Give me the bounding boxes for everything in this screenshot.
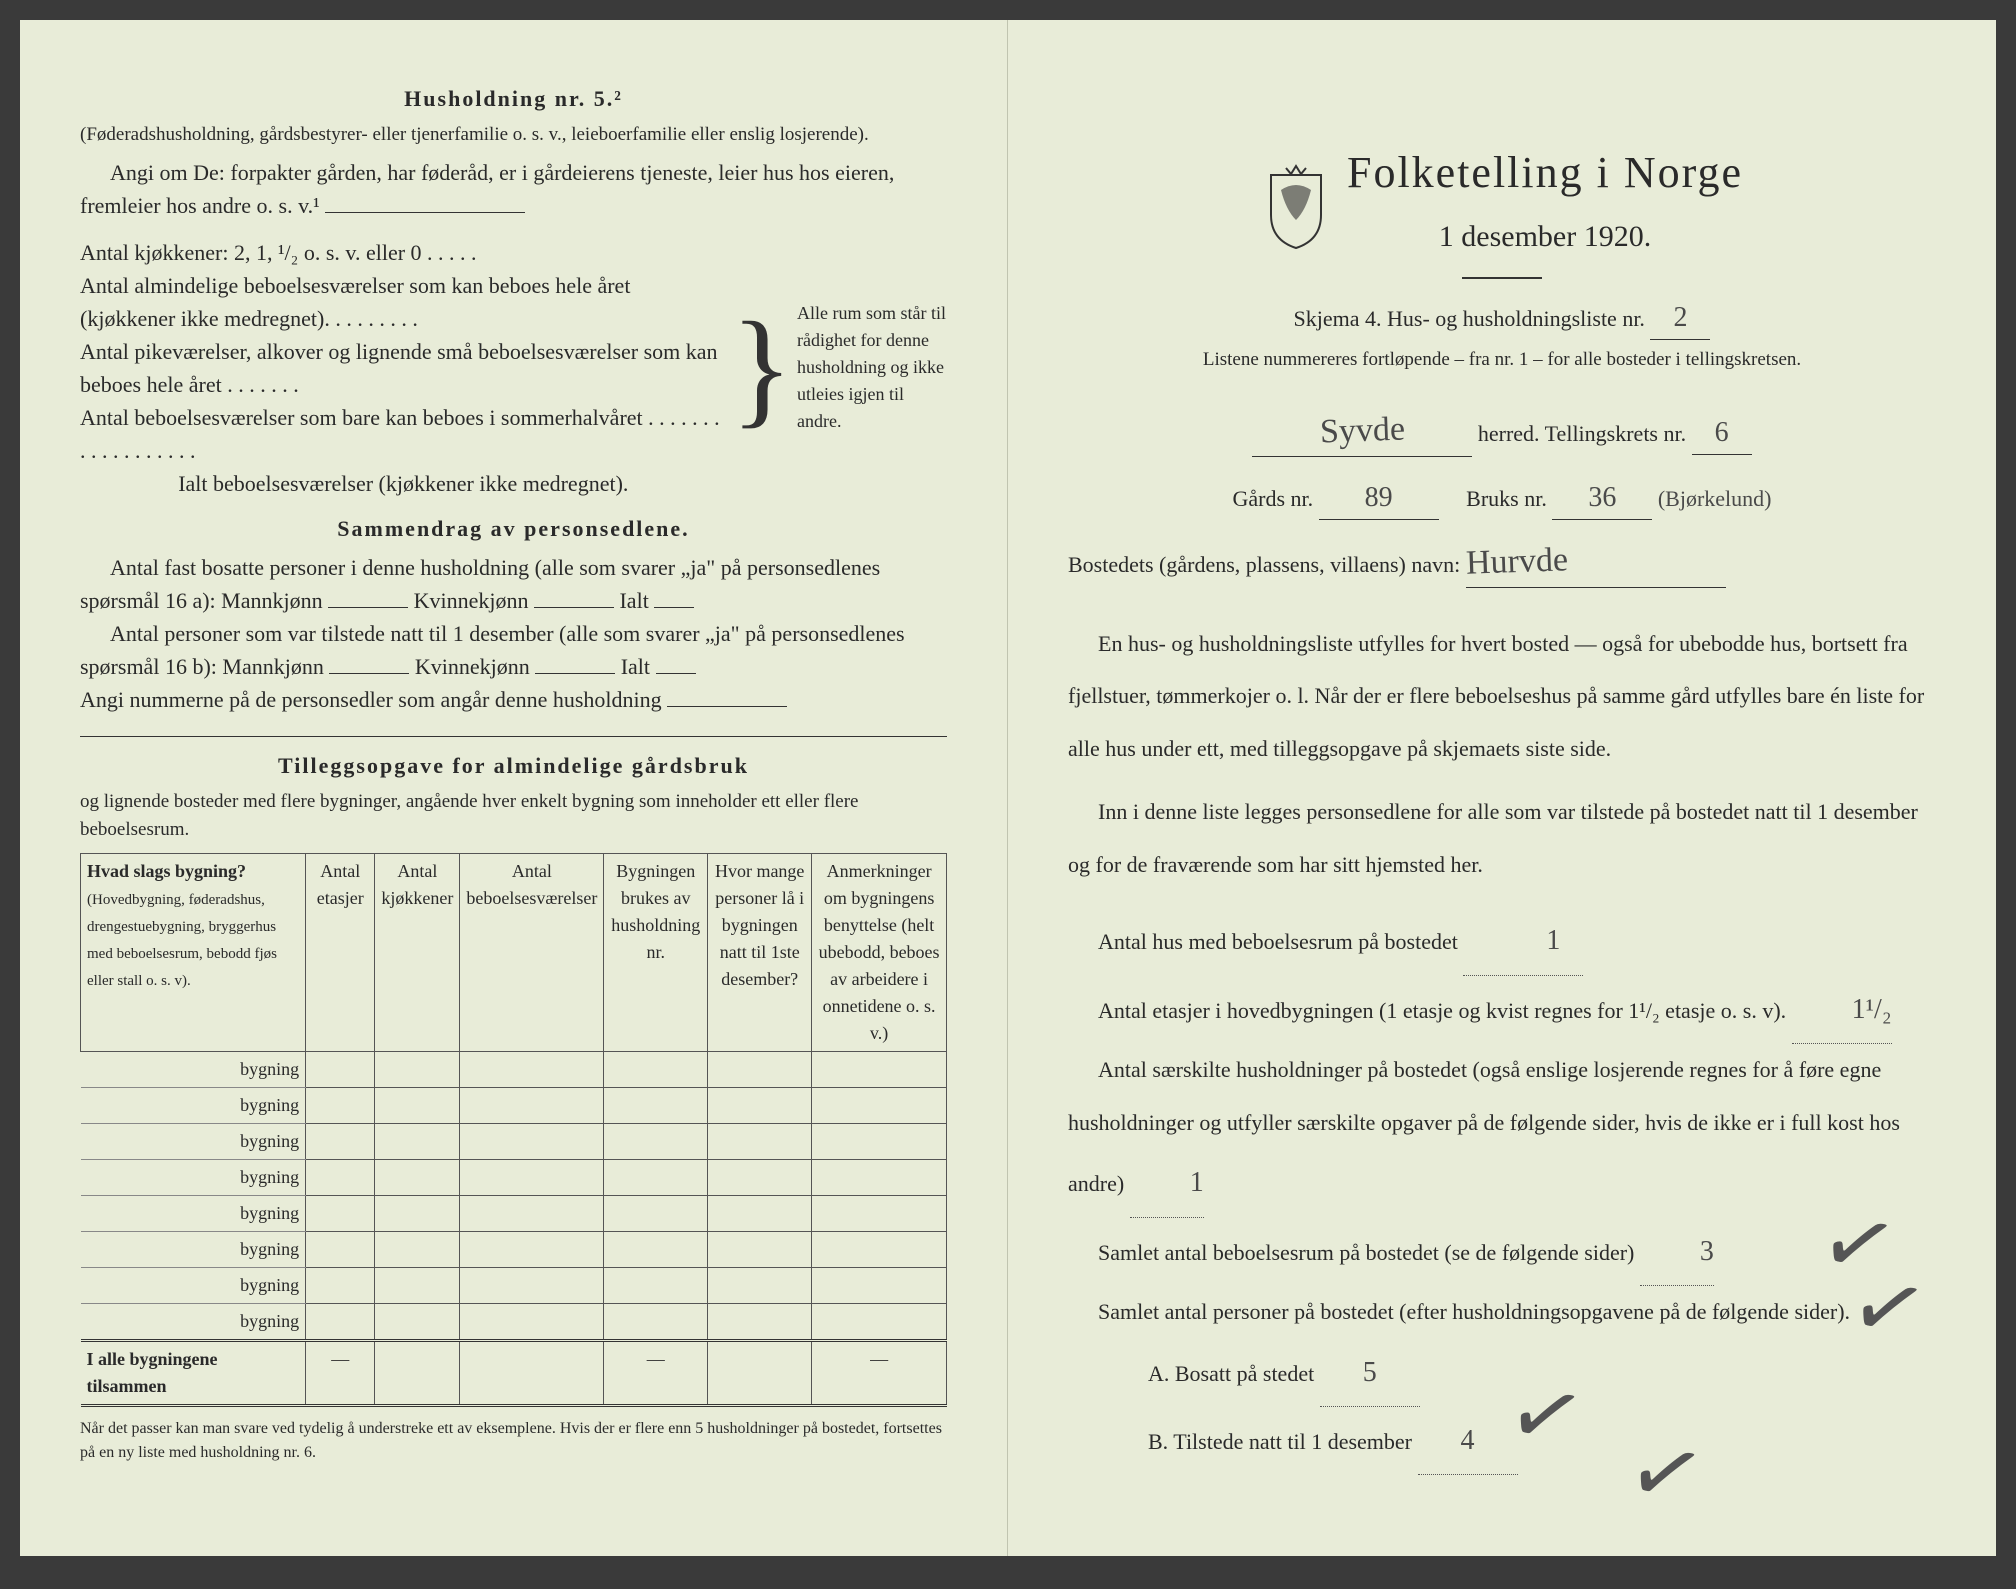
th3: Antal kjøkkener	[375, 853, 460, 1051]
kv1-blank	[534, 607, 614, 608]
sammen-p2: Antal personer som var tilstede natt til…	[80, 617, 947, 683]
table-row: bygning	[81, 1123, 947, 1159]
bruks-value: 36	[1588, 477, 1616, 519]
herred-label: herred. Tellingskrets nr.	[1478, 421, 1686, 446]
listene-text: Listene nummereres fortløpende – fra nr.…	[1068, 346, 1936, 375]
sammen-nummer: Angi nummerne på de personsedler som ang…	[80, 683, 947, 716]
th5: Bygningen brukes av husholdning nr.	[604, 853, 708, 1051]
para-1: En hus- og husholdningsliste utfylles fo…	[1068, 618, 1936, 776]
bostedets-value: Hurvde	[1465, 534, 1569, 589]
para-2: Inn i denne liste legges personsedlene f…	[1068, 786, 1936, 892]
skjema-value: 2	[1673, 297, 1687, 339]
q2-line: Antal etasjer i hovedbygningen (1 etasje…	[1068, 976, 1936, 1044]
gards-label: Gårds nr.	[1233, 486, 1314, 511]
tillegg-title: Tilleggsopgave for almindelige gårdsbruk	[80, 749, 947, 782]
bostedets-line: Bostedets (gårdens, plassens, villaens) …	[1068, 536, 1936, 588]
bruks-note: (Bjørkelund)	[1658, 482, 1772, 515]
q4-value: 3	[1670, 1218, 1714, 1285]
th6: Hvor mange personer lå i bygningen natt …	[708, 853, 812, 1051]
nummer-blank	[667, 706, 787, 707]
nummer-text: Angi nummerne på de personsedler som ang…	[80, 687, 662, 712]
ialt1-blank	[654, 607, 694, 608]
main-title: Folketelling i Norge	[1347, 140, 1743, 206]
gards-value: 89	[1365, 477, 1393, 519]
qB-value: 4	[1461, 1407, 1475, 1474]
sammen-p1: Antal fast bosatte personer i denne hush…	[80, 551, 947, 617]
bygning-table: Hvad slags bygning? (Hovedbygning, fødera…	[80, 853, 947, 1407]
kitchen-block: Antal kjøkkener: 2, 1, ¹/₂ o. s. v. elle…	[80, 236, 727, 500]
skjema-label: Skjema 4. Hus- og husholdningsliste nr.	[1294, 306, 1645, 331]
table-row: bygning	[81, 1231, 947, 1267]
th2: Antal etasjer	[306, 853, 375, 1051]
table-row: bygning	[81, 1267, 947, 1303]
q1-value: 1	[1516, 907, 1560, 974]
q4-label: Samlet antal beboelsesrum på bostedet (s…	[1098, 1240, 1634, 1265]
q2-label: Antal etasjer i hovedbygningen (1 etasje…	[1098, 998, 1786, 1023]
q2-value: 1¹/₂	[1822, 976, 1892, 1043]
th1: Hvad slags bygning?	[87, 861, 246, 881]
total-row: I alle bygningene tilsammen———	[81, 1340, 947, 1405]
gards-line: Gårds nr. 89 Bruks nr. 36 (Bjørkelund)	[1068, 477, 1936, 520]
document-spread: Husholdning nr. 5.² (Føderadshusholdning…	[20, 20, 1996, 1556]
ialt2-blank	[656, 673, 696, 674]
ialt-label-2: Ialt	[621, 654, 650, 679]
table-row: bygning	[81, 1051, 947, 1087]
husholdning-subtitle: (Føderadshusholdning, gårdsbestyrer- ell…	[80, 121, 947, 150]
left-page: Husholdning nr. 5.² (Føderadshusholdning…	[20, 20, 1008, 1556]
husholdning-title: Husholdning nr. 5.²	[80, 82, 947, 115]
q3-value: 1	[1160, 1149, 1204, 1216]
q1-label: Antal hus med beboelsesrum på bostedet	[1098, 929, 1458, 954]
right-page: Folketelling i Norge 1 desember 1920. Sk…	[1008, 20, 1996, 1556]
qA-value: 5	[1363, 1339, 1377, 1406]
table-row: bygning	[81, 1303, 947, 1340]
th4: Antal beboelsesværelser	[460, 853, 604, 1051]
footnote: Når det passer kan man svare ved tydelig…	[80, 1417, 947, 1465]
q4-line: Samlet antal beboelsesrum på bostedet (s…	[1068, 1218, 1936, 1286]
skjema-line: Skjema 4. Hus- og husholdningsliste nr. …	[1068, 297, 1936, 340]
kv-label-2: Kvinnekjønn	[415, 654, 530, 679]
coat-of-arms-icon	[1261, 160, 1331, 259]
angi-blank	[325, 212, 525, 213]
mk1-blank	[328, 607, 408, 608]
brace-icon: }	[727, 303, 797, 433]
kb2-line: Antal pikeværelser, alkover og lignende …	[80, 335, 727, 401]
kb3-line: Antal beboelsesværelser som bare kan beb…	[80, 401, 727, 467]
krets-value: 6	[1715, 412, 1729, 454]
th7: Anmerkninger om bygningens benyttelse (h…	[812, 853, 947, 1051]
tillegg-sub: og lignende bosteder med flere bygninger…	[80, 788, 947, 845]
table-row: bygning	[81, 1195, 947, 1231]
table-row: bygning	[81, 1159, 947, 1195]
kv-label-1: Kvinnekjønn	[414, 588, 529, 613]
brace-text: Alle rum som står til rådighet for denne…	[797, 300, 947, 435]
herred-value: Syvde	[1319, 403, 1406, 457]
title-rule	[1462, 277, 1542, 279]
sammendrag-title: Sammendrag av personsedlene.	[80, 512, 947, 545]
th1-sub: (Hovedbygning, føderadshus, drengestueby…	[87, 892, 277, 989]
angi-text: Angi om De: forpakter gården, har føderå…	[80, 156, 947, 222]
bruks-label: Bruks nr.	[1466, 486, 1547, 511]
mk2-blank	[329, 673, 409, 674]
kjokken-line: Antal kjøkkener: 2, 1, ¹/₂ o. s. v. elle…	[80, 236, 727, 269]
q3-line: Antal særskilte husholdninger på bostede…	[1068, 1044, 1936, 1218]
qB-line: B. Tilstede natt til 1 desember 4 ✓	[1148, 1407, 1936, 1475]
sub-title: 1 desember 1920.	[1347, 214, 1743, 259]
kb-total-line: Ialt beboelsesværelser (kjøkkener ikke m…	[80, 467, 727, 500]
qB-label: B. Tilstede natt til 1 desember	[1148, 1429, 1412, 1454]
ialt-label-1: Ialt	[619, 588, 648, 613]
herred-line: Syvde herred. Tellingskrets nr. 6	[1068, 405, 1936, 457]
bostedets-label: Bostedets (gårdens, plassens, villaens) …	[1068, 552, 1460, 577]
qA-line: A. Bosatt på stedet 5 ✓	[1148, 1339, 1936, 1407]
q1-line: Antal hus med beboelsesrum på bostedet 1	[1068, 907, 1936, 975]
angi-content: Angi om De: forpakter gården, har føderå…	[80, 160, 894, 218]
kv2-blank	[535, 673, 615, 674]
table-row: bygning	[81, 1087, 947, 1123]
qA-label: A. Bosatt på stedet	[1148, 1361, 1314, 1386]
kb1-line: Antal almindelige beboelsesværelser som …	[80, 269, 727, 335]
